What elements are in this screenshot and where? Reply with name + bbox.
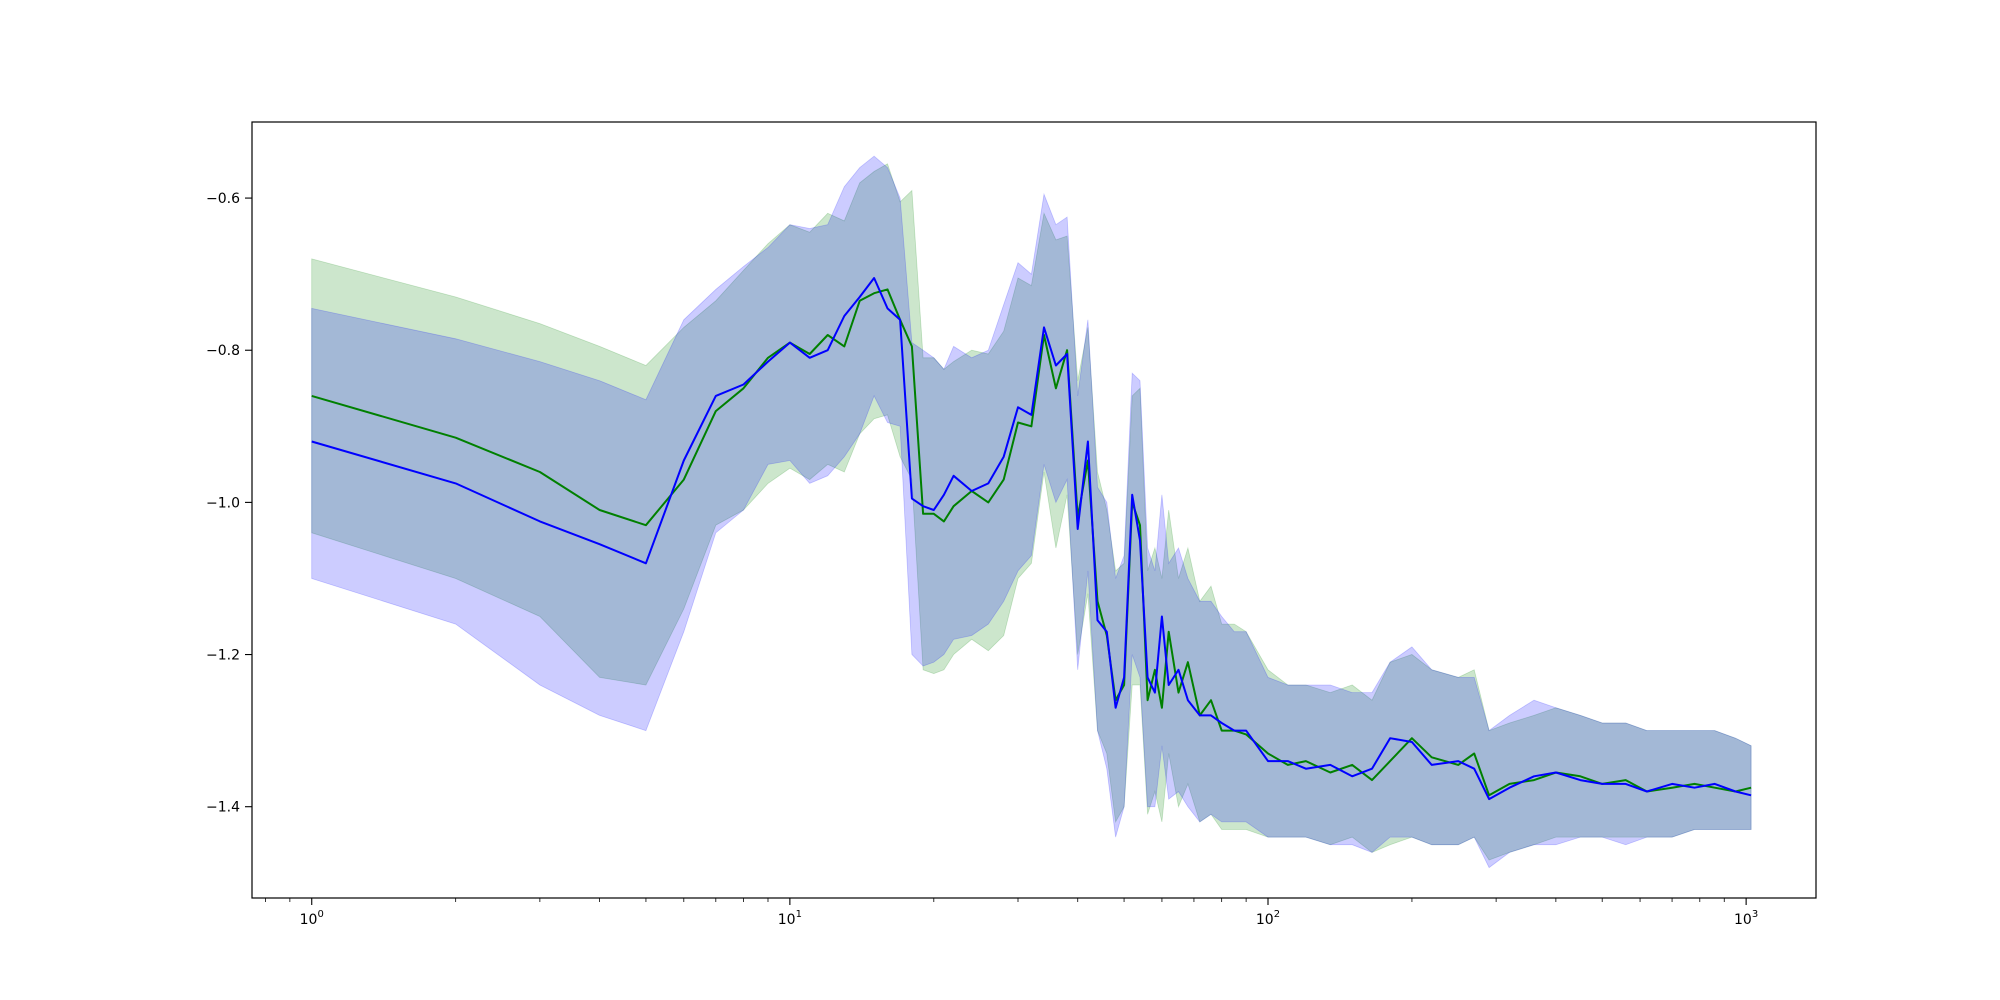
series-1-band xyxy=(311,163,1752,861)
x-tick-label: 101 xyxy=(778,909,802,928)
y-tick-label: −1.0 xyxy=(206,495,240,511)
series-2-band xyxy=(311,155,1752,869)
series-lines xyxy=(311,277,1752,801)
confidence-bands xyxy=(311,155,1752,869)
x-axis: 100 101 102 103 xyxy=(265,898,1758,928)
x-tick-label: 103 xyxy=(1734,909,1758,928)
y-tick-label: −0.8 xyxy=(206,343,240,359)
y-tick-label: −0.6 xyxy=(206,191,240,207)
y-tick-label: −1.2 xyxy=(206,648,240,664)
y-tick-label: −1.4 xyxy=(206,800,240,816)
plot-frame xyxy=(251,121,1817,899)
x-tick-label: 100 xyxy=(300,909,324,928)
y-axis: −0.6 −0.8 −1.0 −1.2 −1.4 xyxy=(206,191,252,816)
x-tick-label: 102 xyxy=(1256,909,1280,928)
series-2-line xyxy=(311,277,1752,801)
